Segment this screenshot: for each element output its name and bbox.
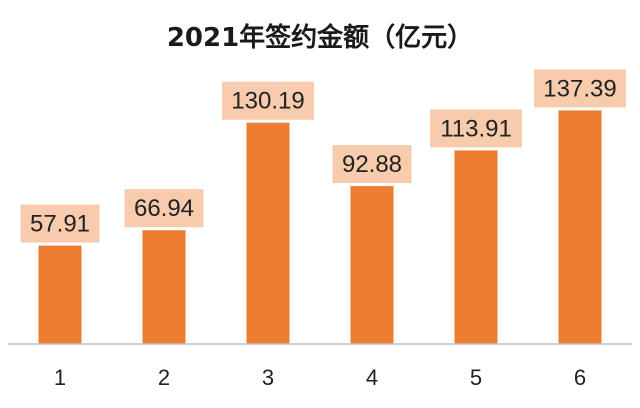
bar-2: [142, 230, 186, 344]
bar-4: [350, 186, 394, 344]
data-label-bg-5: [430, 109, 522, 148]
data-label-4: 92.88: [342, 151, 402, 178]
data-label-bg-3: [222, 81, 314, 120]
data-label-5: 113.91: [440, 115, 512, 142]
x-tick-label-5: 5: [470, 365, 482, 390]
data-label-bg-6: [534, 69, 626, 108]
data-label-bg-4: [332, 145, 412, 184]
x-tick-labels: 1 2 3 4 5 6: [54, 365, 586, 390]
bar-3: [246, 122, 290, 344]
bar-1: [38, 245, 82, 344]
data-label-bg-1: [20, 204, 100, 243]
x-tick-label-1: 1: [54, 365, 66, 390]
x-tick-label-4: 4: [366, 365, 378, 390]
data-label-1: 57.91: [30, 211, 90, 238]
bar-6: [558, 110, 602, 345]
bar-5: [454, 150, 498, 344]
x-tick-label-3: 3: [262, 365, 274, 390]
chart-title: 2021年签约金额（亿元）: [167, 22, 473, 53]
data-label-bg-2: [124, 189, 204, 228]
data-label-2: 66.94: [134, 195, 194, 222]
bars-layer: 57.91 66.94 130.19 92.88 113.91 137.39: [20, 69, 626, 345]
data-label-3: 130.19: [231, 88, 304, 115]
data-label-6: 137.39: [543, 75, 616, 102]
x-tick-label-2: 2: [158, 365, 170, 390]
x-tick-label-6: 6: [574, 365, 586, 390]
